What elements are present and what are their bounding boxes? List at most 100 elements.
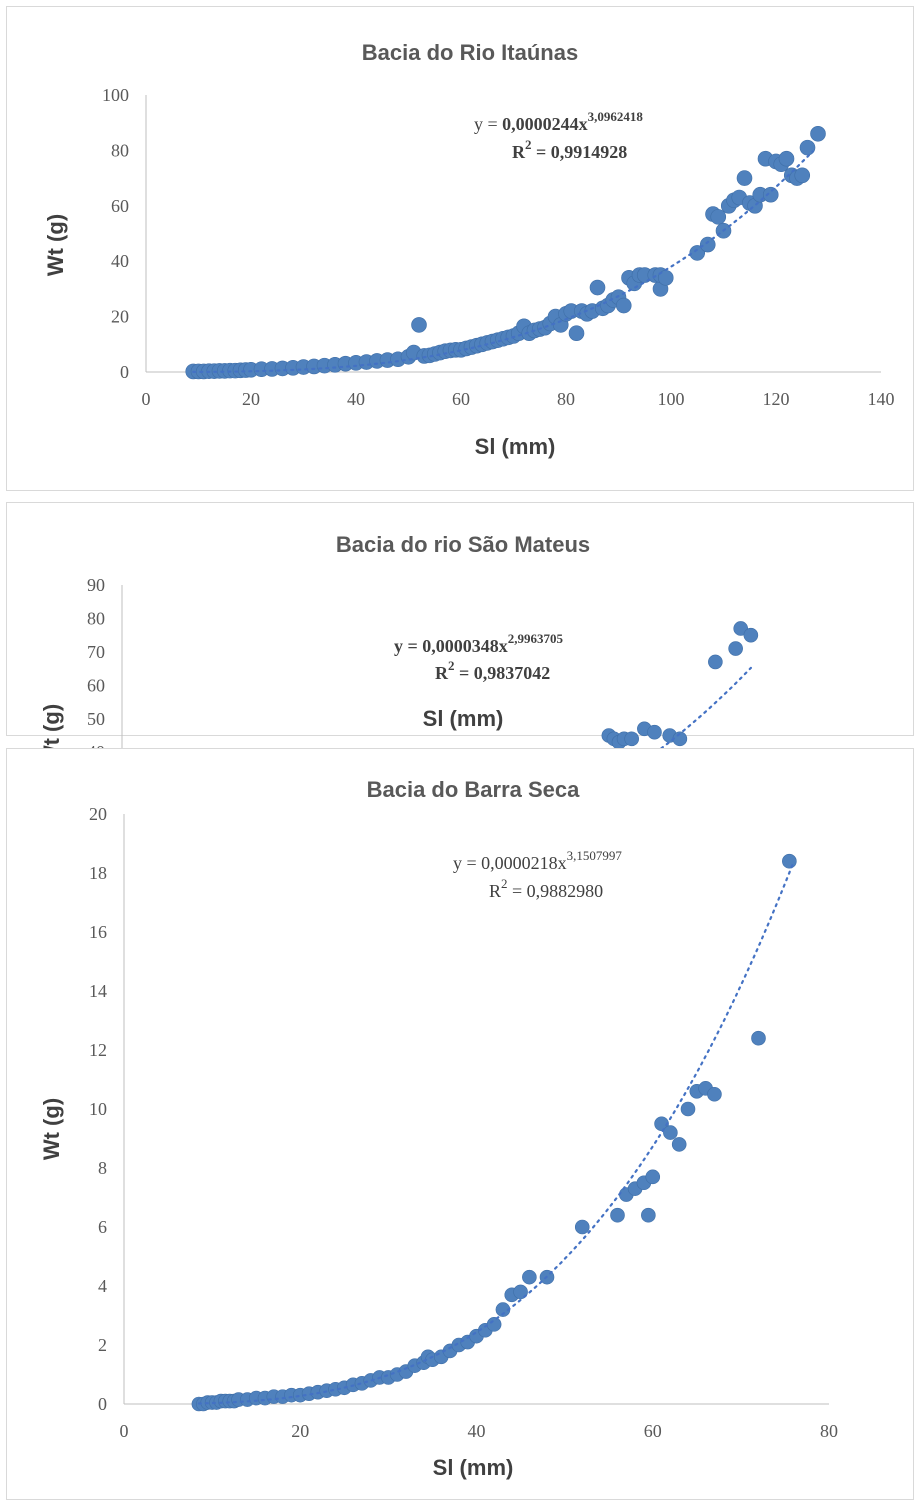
y-tick-label: 70 [87, 642, 105, 662]
data-point [689, 245, 706, 261]
r2-value: = 0,9837042 [455, 663, 551, 683]
x-axis-title: Sl (mm) [423, 706, 504, 731]
data-point [699, 236, 716, 253]
chart-panel-sao-mateus: Bacia do rio São Mateus Sl (mm) Wt (g) 0… [6, 502, 914, 923]
r2-superscript: 2 [525, 137, 532, 152]
y-tick-label: 6 [98, 1217, 107, 1237]
y-tick-label: 0 [120, 362, 129, 382]
y-tick-label: 4 [98, 1276, 107, 1296]
data-point [707, 1086, 722, 1102]
data-point [680, 1101, 696, 1117]
equation-coef: 0,0000244x [502, 114, 588, 134]
data-point [647, 724, 662, 740]
chart-panel-itaunas: Bacia do Rio Itaúnas Sl (mm) Wt (g) 0 20 4… [6, 6, 914, 491]
equation-coef: 0,0000218x [481, 853, 567, 873]
x-tick-label: 0 [142, 389, 151, 409]
data-point [710, 209, 727, 225]
data-point [645, 1169, 661, 1185]
data-point [751, 1030, 766, 1046]
data-point [728, 641, 743, 656]
y-tick-label: 60 [111, 196, 129, 216]
chart-title: Bacia do Barra Seca [367, 777, 581, 802]
data-point [708, 654, 723, 670]
y-tick-label: 16 [89, 922, 107, 942]
data-point [799, 139, 816, 156]
data-point [411, 317, 427, 333]
y-tick-label: 20 [89, 804, 107, 824]
chart-title: Bacia do Rio Itaúnas [362, 40, 578, 65]
equation-coef: 0,0000348x [422, 636, 508, 656]
data-point [663, 1125, 678, 1140]
data-point [762, 186, 779, 203]
y-tick-label: 60 [87, 675, 105, 695]
chart-barra-seca: Bacia do Barra Seca Sl (mm) Wt (g) 0 20 40… [39, 777, 838, 1480]
data-point [810, 125, 826, 142]
x-tick-label: 100 [658, 389, 685, 409]
y-tick-label: 8 [98, 1158, 107, 1178]
data-point [794, 167, 811, 184]
data-point [733, 621, 749, 636]
equation-prefix: y = [394, 636, 422, 656]
data-point [574, 1219, 590, 1235]
y-axis-title: Wt (g) [43, 214, 68, 276]
y-tick-label: 10 [89, 1099, 107, 1119]
x-tick-label: 80 [820, 1421, 838, 1441]
chart-title: Bacia do rio São Mateus [336, 532, 590, 557]
r2-label: R [489, 881, 501, 901]
y-tick-label: 50 [87, 709, 105, 729]
x-tick-label: 40 [468, 1421, 486, 1441]
equation-prefix: y = [453, 853, 481, 873]
y-tick-label: 100 [102, 85, 129, 105]
chart-sao-mateus: Bacia do rio São Mateus Sl (mm) Wt (g) 0… [39, 532, 846, 923]
equation-text: y = 0,0000244x3,0962418 [474, 109, 643, 134]
equation-text: y = 0,0000348x2,9963705 [394, 631, 564, 656]
trendline-equation: y = 0,0000348x2,9963705 R2 = 0,9837042 [394, 631, 564, 683]
y-tick-label: 80 [111, 140, 129, 160]
data-point [624, 731, 639, 747]
data-point [671, 1137, 687, 1152]
data-point [610, 1207, 625, 1223]
r2-text: R2 = 0,9882980 [489, 876, 603, 901]
r2-value: = 0,9882980 [508, 881, 604, 901]
data-point [513, 1284, 528, 1300]
x-tick-label: 60 [644, 1421, 662, 1441]
data-point [782, 853, 797, 869]
r2-superscript: 2 [501, 876, 508, 891]
x-tick-label: 120 [763, 389, 790, 409]
data-point [641, 1207, 656, 1223]
equation-prefix: y = [474, 114, 502, 134]
trendline-equation: y = 0,0000244x3,0962418 R2 = 0,9914928 [474, 109, 643, 162]
x-axis-title: Sl (mm) [475, 434, 556, 459]
y-tick-label: 20 [111, 307, 129, 327]
data-point [736, 170, 753, 186]
data-point [654, 1116, 669, 1132]
trendline-equation: y = 0,0000218x3,1507997 R2 = 0,9882980 [453, 848, 622, 901]
x-tick-label: 20 [242, 389, 260, 409]
data-point [743, 627, 759, 643]
trendline [197, 860, 795, 1405]
equation-text: y = 0,0000218x3,1507997 [453, 848, 622, 873]
x-tick-label: 20 [291, 1421, 309, 1441]
data-point [615, 297, 632, 314]
r2-text: R2 = 0,9914928 [512, 137, 627, 162]
axes [123, 814, 829, 1405]
x-tick-label: 0 [120, 1421, 129, 1441]
data-point [486, 1317, 502, 1332]
y-tick-label: 2 [98, 1335, 107, 1355]
equation-exponent: 3,0962418 [588, 109, 644, 124]
data-point [568, 325, 585, 342]
r2-label: R [435, 663, 449, 683]
x-tick-label: 60 [452, 389, 470, 409]
chart-panel-barra-seca: Bacia do Barra Seca Sl (mm) Wt (g) 0 20 40… [6, 748, 914, 1500]
y-tick-label: 14 [89, 981, 107, 1001]
data-points [185, 125, 826, 380]
y-tick-label: 40 [111, 251, 129, 271]
x-tick-label: 40 [347, 389, 365, 409]
r2-value: = 0,9914928 [532, 142, 628, 162]
equation-exponent: 2,9963705 [508, 631, 564, 646]
data-point [778, 150, 795, 167]
chart-itaunas: Bacia do Rio Itaúnas Sl (mm) Wt (g) 0 20 4… [43, 40, 895, 459]
data-points [191, 853, 797, 1412]
y-axis-title: Wt (g) [39, 1098, 64, 1160]
r2-label: R [512, 142, 526, 162]
